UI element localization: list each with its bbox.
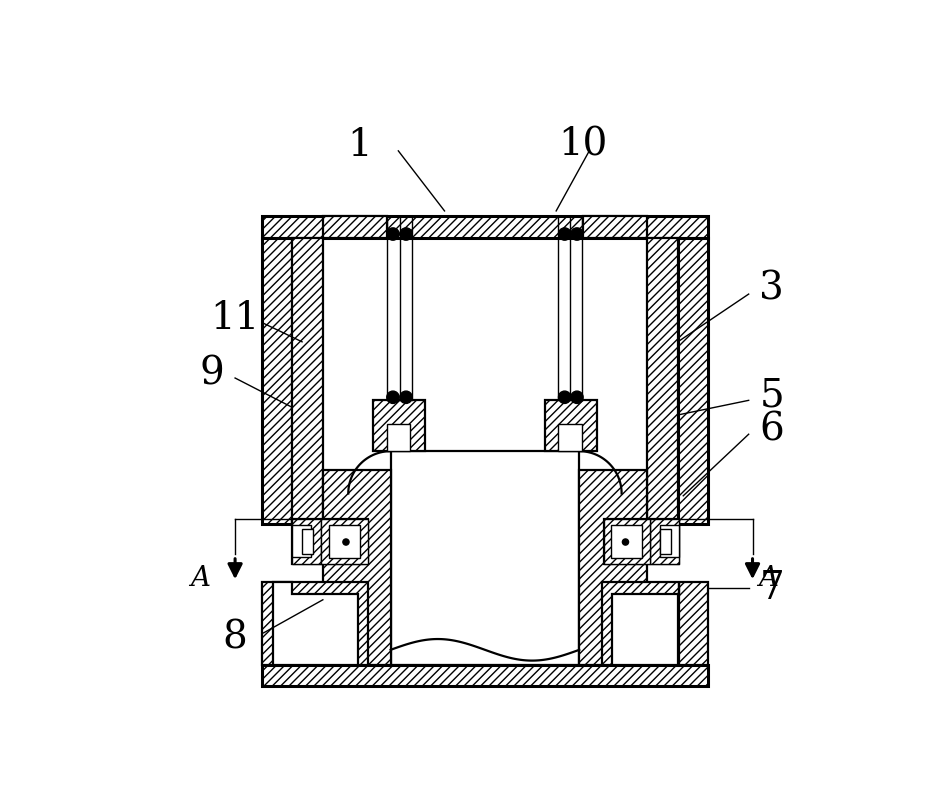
Text: 8: 8	[222, 620, 247, 657]
Bar	[559, 424, 581, 451]
Circle shape	[559, 391, 571, 403]
Circle shape	[571, 391, 583, 403]
Bar	[323, 217, 387, 238]
Bar	[292, 238, 323, 524]
Text: A: A	[758, 565, 778, 591]
Bar	[604, 519, 679, 564]
Bar	[650, 519, 679, 564]
Polygon shape	[262, 582, 368, 665]
Text: A: A	[190, 565, 211, 591]
Polygon shape	[602, 582, 708, 665]
Bar	[678, 238, 708, 524]
Circle shape	[387, 228, 399, 240]
Circle shape	[559, 228, 571, 240]
Circle shape	[622, 539, 629, 545]
Bar	[660, 529, 671, 553]
Text: 9: 9	[200, 356, 224, 393]
Bar	[292, 519, 368, 564]
Bar	[329, 525, 360, 558]
Text: 7: 7	[759, 570, 784, 607]
Text: 6: 6	[759, 412, 784, 449]
Circle shape	[571, 228, 583, 240]
Circle shape	[343, 539, 349, 545]
Bar	[611, 525, 641, 558]
Circle shape	[400, 391, 412, 403]
Bar	[292, 525, 312, 558]
Text: 10: 10	[559, 127, 608, 164]
Bar	[583, 217, 647, 238]
Text: 11: 11	[211, 301, 259, 337]
Circle shape	[387, 391, 399, 403]
Text: 3: 3	[759, 271, 784, 308]
Bar	[302, 529, 313, 553]
Text: 1: 1	[348, 127, 372, 164]
Bar	[262, 665, 708, 686]
Circle shape	[400, 228, 412, 240]
Bar	[292, 519, 321, 564]
Bar	[604, 519, 650, 564]
Bar	[387, 424, 409, 451]
Bar	[321, 519, 368, 564]
Bar	[544, 400, 597, 451]
Polygon shape	[613, 594, 678, 665]
Bar	[323, 470, 390, 665]
Bar	[390, 451, 580, 665]
Bar	[262, 217, 708, 238]
Bar	[262, 238, 292, 524]
Bar	[373, 400, 426, 451]
Bar	[580, 470, 647, 665]
Text: 5: 5	[759, 377, 784, 415]
Polygon shape	[613, 582, 679, 665]
Bar	[660, 525, 679, 558]
Bar	[647, 238, 678, 524]
Polygon shape	[273, 582, 357, 665]
